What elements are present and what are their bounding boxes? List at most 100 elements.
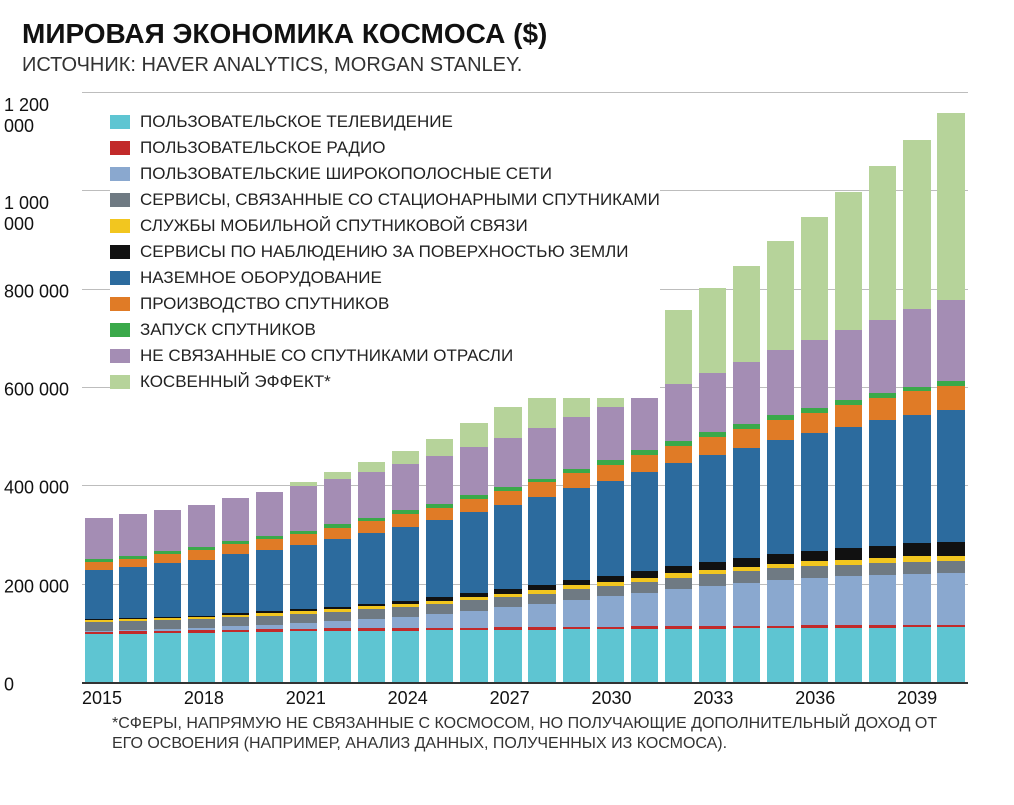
bar-segment-ground (426, 520, 453, 597)
x-axis-labels: 201520182021202420272030203320362039 (82, 688, 968, 709)
bar-segment-ground (256, 550, 283, 611)
bar-segment-sat_mfg (903, 391, 930, 414)
bar-segment-sat_mfg (937, 386, 964, 410)
bar-segment-indirect (358, 462, 385, 472)
bar-segment-broadband (460, 611, 487, 628)
x-tick-label (153, 688, 184, 709)
bar-segment-earth_obs (835, 548, 862, 559)
y-tick-label: 600 000 (2, 380, 84, 401)
bar-segment-sat_mfg (290, 534, 317, 545)
bar-segment-sat_mfg (85, 562, 112, 570)
bar-segment-ground (767, 440, 794, 554)
y-tick-label: 1 200 000 (2, 95, 84, 137)
bar-segment-earth_obs (903, 543, 930, 556)
bar-segment-indirect (937, 113, 964, 300)
bar-segment-fixed_sat (290, 614, 317, 623)
bar-segment-non_sat (324, 479, 351, 524)
bar-segment-ground (324, 539, 351, 607)
bar-segment-ground (631, 472, 658, 571)
bar-segment-tv (85, 634, 112, 682)
bar-column (832, 92, 866, 682)
bar-segment-broadband (392, 617, 419, 629)
bar-segment-tv (222, 632, 249, 682)
bar-segment-broadband (767, 580, 794, 626)
bar-segment-ground (903, 415, 930, 544)
bar-segment-indirect (460, 423, 487, 447)
bar-segment-ground (528, 497, 555, 585)
bar-column (798, 92, 832, 682)
bar-segment-sat_mfg (665, 446, 692, 464)
x-tick-label: 2039 (897, 688, 937, 709)
legend-item: СЛУЖБЫ МОБИЛЬНОЙ СПУТНИКОВОЙ СВЯЗИ (110, 216, 660, 236)
x-tick-label: 2021 (286, 688, 326, 709)
y-tick-label: 800 000 (2, 281, 84, 302)
bar-segment-non_sat (563, 417, 590, 469)
bar-segment-fixed_sat (528, 594, 555, 604)
bar-segment-non_sat (528, 428, 555, 479)
bar-segment-fixed_sat (903, 562, 930, 574)
bar-segment-tv (119, 634, 146, 682)
bar-segment-tv (597, 629, 624, 682)
bar-segment-earth_obs (631, 571, 658, 578)
bar-segment-broadband (324, 621, 351, 628)
legend-swatch (110, 219, 130, 233)
legend-label: ЗАПУСК СПУТНИКОВ (140, 320, 316, 340)
x-tick-label: 2033 (693, 688, 733, 709)
bar-segment-tv (460, 630, 487, 682)
bar-segment-sat_mfg (767, 420, 794, 440)
bar-segment-broadband (937, 573, 964, 625)
bar-column (695, 92, 729, 682)
bar-segment-ground (154, 563, 181, 617)
bar-segment-non_sat (733, 362, 760, 424)
bar-segment-non_sat (801, 340, 828, 407)
bar-column (866, 92, 900, 682)
bar-segment-sat_mfg (528, 482, 555, 497)
bar-segment-ground (188, 560, 215, 616)
bar-segment-earth_obs (801, 551, 828, 561)
legend-label: ПРОИЗВОДСТВО СПУТНИКОВ (140, 294, 389, 314)
bar-segment-tv (699, 629, 726, 682)
bar-segment-sat_mfg (358, 521, 385, 533)
legend-swatch (110, 167, 130, 181)
legend-item: ЗАПУСК СПУТНИКОВ (110, 320, 660, 340)
x-tick-label: 2036 (795, 688, 835, 709)
legend-swatch (110, 141, 130, 155)
x-tick-label (866, 688, 897, 709)
x-tick-label: 2015 (82, 688, 122, 709)
legend: ПОЛЬЗОВАТЕЛЬСКОЕ ТЕЛЕВИДЕНИЕПОЛЬЗОВАТЕЛЬ… (110, 112, 660, 398)
x-tick-label (224, 688, 255, 709)
bar-segment-ground (733, 448, 760, 558)
bar-segment-tv (665, 629, 692, 682)
bar-segment-fixed_sat (597, 586, 624, 597)
bar-segment-sat_mfg (460, 499, 487, 513)
bar-segment-broadband (903, 574, 930, 625)
bar-segment-tv (528, 630, 555, 682)
legend-item: ПРОИЗВОДСТВО СПУТНИКОВ (110, 294, 660, 314)
bar-segment-non_sat (835, 330, 862, 400)
bar-segment-fixed_sat (460, 600, 487, 610)
bar-segment-non_sat (665, 384, 692, 442)
bar-segment-tv (494, 630, 521, 682)
bar-segment-non_sat (494, 438, 521, 487)
bar-segment-sat_mfg (426, 508, 453, 521)
bar-segment-sat_mfg (597, 465, 624, 481)
bar-segment-earth_obs (937, 542, 964, 555)
bar-segment-ground (460, 512, 487, 593)
bar-column (934, 92, 968, 682)
bar-segment-tv (937, 627, 964, 682)
bar-segment-non_sat (358, 472, 385, 518)
legend-swatch (110, 193, 130, 207)
bar-segment-fixed_sat (767, 568, 794, 580)
x-tick-label: 2018 (184, 688, 224, 709)
bar-segment-ground (699, 455, 726, 561)
legend-item: ПОЛЬЗОВАТЕЛЬСКИЕ ШИРОКОПОЛОСНЫЕ СЕТИ (110, 164, 660, 184)
bar-segment-non_sat (767, 350, 794, 414)
legend-swatch (110, 297, 130, 311)
bar-segment-fixed_sat (188, 619, 215, 628)
bar-segment-earth_obs (699, 562, 726, 570)
bar-segment-non_sat (85, 518, 112, 559)
bar-segment-broadband (528, 604, 555, 628)
bar-segment-ground (869, 420, 896, 545)
bar-segment-sat_mfg (392, 514, 419, 526)
legend-swatch (110, 271, 130, 285)
